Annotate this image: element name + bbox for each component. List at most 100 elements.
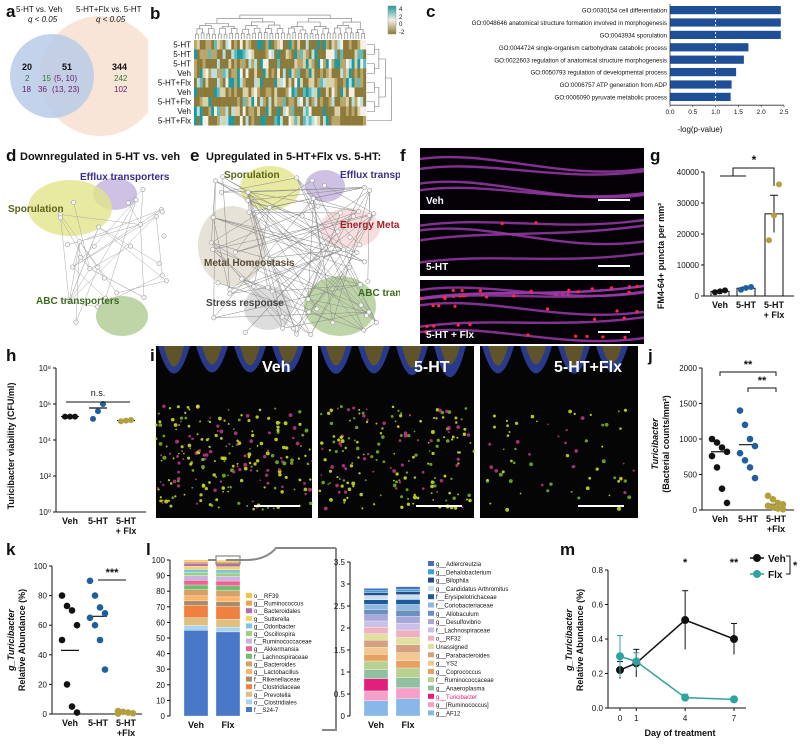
l-zoom-legend-swatch xyxy=(428,686,434,691)
j-y-tick-label: 0 xyxy=(693,506,698,515)
heatmap-cell xyxy=(286,88,289,98)
heatmap-cell xyxy=(200,40,203,50)
heatmap-cell xyxy=(332,78,335,88)
go-bar xyxy=(670,56,744,64)
bacteria-dot xyxy=(412,456,415,459)
heatmap-cell xyxy=(291,50,294,60)
network-node xyxy=(270,289,274,293)
bacteria-dot xyxy=(189,463,192,466)
j-y-tick-label: 500 xyxy=(684,471,698,480)
heatmap-cell xyxy=(314,69,317,79)
bacteria-dot xyxy=(282,461,286,465)
bacteria-dot xyxy=(596,467,599,470)
heatmap-cell xyxy=(277,40,280,50)
heatmap-cell xyxy=(240,40,243,50)
bacteria-dot xyxy=(353,417,355,419)
heatmap-cell xyxy=(334,116,337,126)
bacteria-dot xyxy=(160,454,162,456)
bacteria-dot xyxy=(307,462,310,465)
heatmap-cell xyxy=(294,50,297,60)
heatmap-cell xyxy=(306,88,309,98)
network-node xyxy=(246,198,250,202)
heatmap-cell xyxy=(257,116,260,126)
puncta-dot xyxy=(526,333,529,336)
g-data-point xyxy=(771,212,777,218)
bacteria-dot xyxy=(196,503,198,505)
bacteria-dot xyxy=(341,485,344,488)
venn-right-up: 242 xyxy=(114,74,128,83)
bacteria-dot xyxy=(173,457,175,459)
heatmap-cell xyxy=(286,107,289,117)
heatmap-cell xyxy=(231,116,234,126)
l-zoom-stack-segment xyxy=(396,699,420,716)
heatmap-cell xyxy=(248,97,251,107)
m-significance-day7: ** xyxy=(730,557,739,569)
puncta-dot xyxy=(457,323,460,326)
j-data-point xyxy=(709,453,716,460)
heatmap-cell xyxy=(223,97,226,107)
bacteria-dot xyxy=(445,410,448,413)
heatmap-cell xyxy=(214,59,217,69)
heatmap-cell xyxy=(208,97,211,107)
heatmap-cell xyxy=(246,40,249,50)
heatmap-cell xyxy=(203,97,206,107)
bacteria-dot xyxy=(346,497,348,499)
dendrogram-branch xyxy=(362,34,365,39)
heatmap-cell xyxy=(248,40,251,50)
l-zoom-legend-swatch xyxy=(428,694,434,699)
heatmap-cell xyxy=(266,88,269,98)
bacteria-dot xyxy=(623,491,626,494)
bacteria-dot xyxy=(327,483,329,485)
bacteria-dot xyxy=(243,463,247,467)
network-node xyxy=(294,176,298,180)
bacteria-dot xyxy=(376,423,378,425)
heatmap-cell xyxy=(300,97,303,107)
heatmap-cell xyxy=(289,88,292,98)
puncta-dot xyxy=(485,295,488,298)
heatmap-cell xyxy=(357,78,360,88)
venn-col2-title: 5-HT+Flx vs. 5-HT xyxy=(76,5,142,14)
puncta-dot xyxy=(468,323,471,326)
network-node xyxy=(348,235,352,239)
l-zoom-legend-swatch xyxy=(428,611,434,616)
heatmap-cell xyxy=(294,59,297,69)
heatmap-cell xyxy=(263,97,266,107)
bacteria-dot xyxy=(195,478,197,480)
m-legend-significance: * xyxy=(793,560,798,572)
heatmap-cell xyxy=(251,116,254,126)
heatmap-cell xyxy=(208,78,211,88)
l-right-y-tick-label: 1.5 xyxy=(334,646,346,655)
heatmap-cell xyxy=(223,69,226,79)
bacteria-dot xyxy=(274,487,277,490)
heatmap-cell xyxy=(248,50,251,60)
bacteria-dot xyxy=(509,431,511,433)
network-node xyxy=(366,279,370,283)
bacteria-dot xyxy=(392,406,394,408)
heatmap-cell xyxy=(200,88,203,98)
heatmap-row-label: Veh xyxy=(177,88,191,97)
network-node xyxy=(359,303,363,307)
l-left-y-tick-label: 10 xyxy=(156,696,165,705)
l-zoom-stack-segment xyxy=(364,654,388,661)
bacteria-dot xyxy=(298,410,301,413)
k-data-point xyxy=(64,603,71,610)
network-node xyxy=(310,178,314,182)
l-left-y-tick-label: 70 xyxy=(156,603,165,612)
l-left-y-tick-label: 40 xyxy=(156,650,165,659)
heatmap-cell xyxy=(194,69,197,79)
heatmap-cell xyxy=(243,97,246,107)
heatmap-cell xyxy=(317,59,320,69)
j-data-point xyxy=(737,450,744,457)
heatmap-cell xyxy=(269,97,272,107)
bacteria-dot xyxy=(267,449,269,451)
bacteria-dot xyxy=(433,417,435,419)
l-legend-swatch xyxy=(246,677,252,682)
bacteria-dot xyxy=(365,479,367,481)
puncta-dot xyxy=(479,289,482,292)
heatmap-cell xyxy=(260,40,263,50)
l-legend-swatch xyxy=(246,684,252,689)
bacteria-dot xyxy=(159,500,162,503)
l-legend-label: f__Clostridiaceae xyxy=(254,685,301,691)
heatmap-cell xyxy=(246,107,249,117)
h-data-point xyxy=(95,408,101,414)
